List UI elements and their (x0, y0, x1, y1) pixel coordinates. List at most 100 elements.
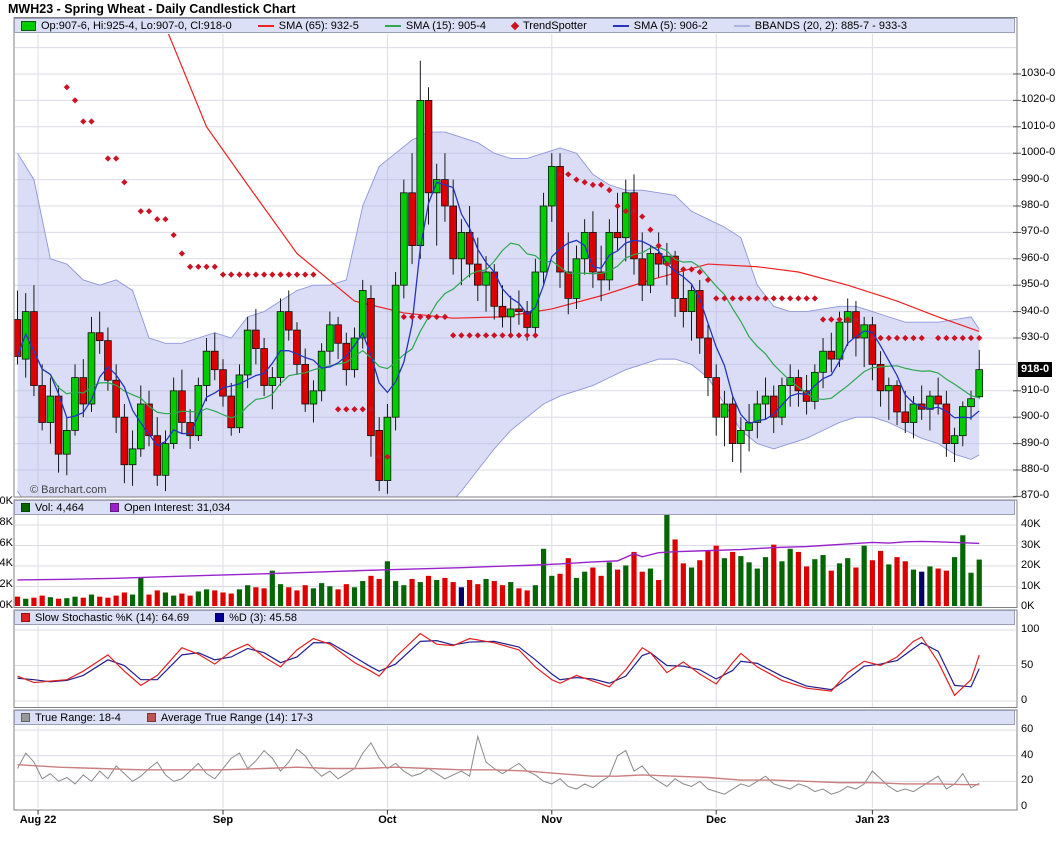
candlestick (638, 258, 647, 286)
trendspotter-diamond (433, 313, 440, 320)
candlestick (186, 422, 194, 437)
candlestick (975, 369, 984, 398)
stochastic-axis-label: 100 (1021, 623, 1040, 635)
candlestick (268, 377, 277, 386)
candlestick (260, 348, 268, 386)
candlestick (112, 379, 120, 418)
candlestick (87, 332, 96, 405)
price-axis-label: 980-0 (1021, 199, 1050, 211)
candlestick (679, 297, 688, 312)
trendspotter-diamond (704, 276, 712, 284)
volume-bar (754, 568, 760, 606)
legend-item: Op:907-6, Hi:925-4, Lo:907-0, Cl:918-0 (21, 20, 232, 32)
volume-bar (886, 564, 892, 606)
trendspotter-diamond (466, 332, 473, 339)
price-axis-label: 940-0 (1021, 304, 1050, 317)
volume-bar (927, 566, 933, 606)
volume-bar (861, 545, 867, 606)
volume-bar (80, 597, 86, 606)
volume-bar (171, 595, 177, 606)
price-axis-label: 930-0 (1021, 331, 1050, 343)
candlestick (334, 324, 342, 344)
legend-label: Vol: 4,464 (35, 501, 84, 514)
sma15-line (16, 242, 980, 419)
trendspotter-diamond (852, 316, 860, 323)
candlestick (63, 429, 71, 455)
volume-bar (540, 548, 547, 606)
volume-bar (549, 575, 555, 606)
trendspotter-diamond (425, 313, 432, 320)
volume-axis-label: 6K (0, 536, 13, 549)
legend-item: BBANDS (20, 2): 885-7 - 933-3 (733, 20, 907, 32)
trendspotter-diamond (770, 295, 777, 302)
volume-bar (935, 568, 941, 606)
volume-bar (614, 569, 621, 606)
sma65-line (167, 34, 980, 332)
trendspotter-diamond (384, 453, 391, 460)
volume-bar (351, 587, 358, 606)
open-interest-axis-label: 0K (1021, 600, 1035, 612)
month-label: Aug 22 (19, 814, 57, 826)
trendspotter-diamond (935, 334, 942, 342)
open-interest-axis-label: 40K (1021, 518, 1041, 530)
page-title: MWH23 - Spring Wheat - Daily Candlestick… (8, 2, 296, 16)
volume-bar (705, 550, 711, 606)
last-price-badge: 918-0 (1018, 362, 1053, 378)
trendspotter-diamond (343, 406, 350, 413)
volume-bar (639, 571, 645, 606)
volume-bar (943, 570, 949, 606)
candlestick (539, 205, 548, 273)
volume-bar (72, 596, 78, 606)
volume-bar (146, 594, 152, 606)
trendspotter-diamond (482, 332, 490, 339)
candlestick (712, 377, 720, 418)
volume-bar (310, 588, 317, 606)
open-interest-axis-label: 10K (1021, 579, 1041, 592)
volume-bar (910, 569, 917, 606)
volume-bar (425, 575, 432, 606)
trendspotter-diamond (532, 332, 539, 339)
candlestick (589, 231, 597, 273)
candlestick (400, 192, 408, 286)
volume-bar (828, 570, 834, 606)
candlestick (515, 308, 523, 312)
candlestick (383, 416, 392, 481)
trendspotter-diamond (261, 271, 268, 278)
candlestick (441, 179, 449, 207)
volume-bar (360, 581, 366, 606)
volume-bar (458, 587, 464, 606)
trendspotter-diamond (178, 250, 185, 257)
candlestick (252, 329, 260, 349)
candlestick (572, 258, 581, 299)
trendspotter-diamond (943, 334, 950, 342)
volume-axis-label: 4K (0, 557, 13, 570)
price-panel[interactable] (14, 0, 984, 562)
trendspotter-diamond (334, 406, 342, 413)
trendspotter-diamond (795, 295, 802, 302)
true-range-axis-label: 60 (1021, 723, 1034, 736)
volume-bar (713, 545, 719, 606)
true-range-axis-label: 0 (1021, 800, 1028, 812)
volume-bar (368, 575, 374, 606)
trendspotter-diamond (647, 226, 654, 233)
volume-bar (508, 582, 514, 606)
candlestick (54, 395, 63, 455)
panel-border (13, 17, 1018, 498)
volume-bar (795, 551, 801, 606)
candlestick (219, 369, 227, 397)
volume-bar (187, 595, 193, 606)
line-swatch (733, 24, 750, 27)
month-label: Oct (378, 814, 397, 826)
trendspotter-diamond (639, 213, 646, 220)
candlestick (235, 374, 244, 429)
trendspotter-diamond (203, 263, 210, 270)
panel-border (13, 709, 1018, 811)
trendspotter-diamond (277, 271, 284, 278)
volume-bar (327, 586, 333, 606)
open-interest-axis-label: 30K (1021, 538, 1041, 551)
volume-bar (656, 580, 662, 606)
volume-bar (31, 597, 37, 606)
candlestick (769, 395, 778, 418)
volume-bar (573, 577, 580, 606)
